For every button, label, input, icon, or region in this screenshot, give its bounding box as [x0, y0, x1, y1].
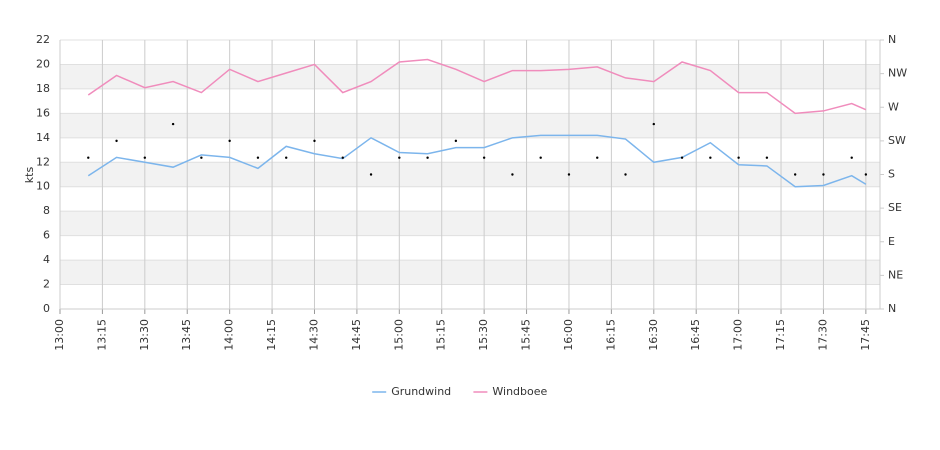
direction-point — [200, 156, 203, 159]
x-tick-label: 16:15 — [604, 319, 617, 351]
y-tick-label: 6 — [43, 229, 50, 242]
x-tick-label: 17:30 — [816, 319, 829, 351]
y2-tick-label: NE — [888, 268, 903, 281]
y-tick-label: 0 — [43, 302, 50, 315]
y-tick-label: 8 — [43, 204, 50, 217]
direction-point — [256, 156, 260, 159]
direction-point — [765, 156, 769, 159]
y2-tick-label: N — [888, 302, 896, 315]
direction-point — [737, 156, 740, 159]
x-tick-label: 13:00 — [53, 319, 66, 351]
y-tick-label: 22 — [36, 33, 50, 46]
direction-point — [285, 156, 288, 159]
y2-tick-label: SE — [888, 201, 902, 214]
y2-tick-label: NW — [888, 67, 907, 80]
legend-label: Windboee — [492, 385, 547, 398]
y-tick-label: 14 — [36, 131, 50, 144]
direction-point — [567, 173, 571, 176]
direction-point — [793, 173, 797, 176]
x-tick-label: 15:30 — [477, 319, 490, 351]
x-tick-label: 14:15 — [265, 319, 278, 351]
x-tick-label: 16:00 — [562, 319, 575, 351]
x-tick-label: 16:45 — [689, 319, 702, 351]
direction-point — [596, 156, 599, 159]
direction-point — [624, 173, 627, 176]
x-tick-label: 17:45 — [859, 319, 872, 351]
direction-point — [454, 139, 458, 143]
direction-point — [87, 156, 90, 159]
y2-tick-label: N — [888, 33, 896, 46]
direction-point — [539, 156, 542, 159]
direction-point — [864, 173, 868, 176]
plot-bands — [60, 64, 880, 285]
direction-point — [709, 156, 712, 159]
plot-band — [60, 211, 880, 236]
y-tick-label: 2 — [43, 278, 50, 291]
y2-tick-label: E — [888, 235, 895, 248]
direction-point — [228, 139, 231, 143]
direction-point — [426, 156, 429, 159]
x-tick-label: 14:30 — [307, 319, 320, 351]
series-line — [87, 134, 867, 188]
plot-band — [60, 64, 880, 89]
plot-band — [60, 113, 880, 138]
direction-point — [143, 156, 147, 159]
plot-band — [60, 260, 880, 285]
x-tick-label: 13:15 — [95, 319, 108, 351]
direction-point — [482, 156, 486, 159]
x-tick-label: 13:30 — [138, 319, 151, 351]
x-tick-label: 13:45 — [180, 319, 193, 351]
direction-point — [398, 156, 401, 159]
x-tick-label: 15:45 — [520, 319, 533, 351]
y-axis-label: kts — [23, 167, 36, 184]
y2-tick-label: S — [888, 168, 895, 181]
x-tick-label: 14:45 — [350, 319, 363, 351]
y-tick-label: 12 — [36, 155, 50, 168]
y-tick-label: 4 — [43, 253, 50, 266]
y-tick-label: 16 — [36, 106, 50, 119]
series-line — [87, 58, 867, 115]
x-tick-label: 15:15 — [435, 319, 448, 351]
direction-point — [115, 139, 118, 143]
x-tick-label: 15:00 — [392, 319, 405, 351]
y2-tick-label: SW — [888, 134, 906, 147]
direction-point — [680, 156, 684, 159]
direction-point — [369, 173, 373, 176]
plot-band — [60, 162, 880, 187]
legend-label: Grundwind — [391, 385, 451, 398]
x-tick-label: 17:00 — [732, 319, 745, 351]
x-tick-label: 17:15 — [774, 319, 787, 351]
x-tick-label: 16:30 — [647, 319, 660, 351]
y-tick-label: 20 — [36, 57, 50, 70]
direction-point — [341, 156, 344, 159]
direction-point — [822, 173, 825, 176]
y-tick-label: 10 — [36, 180, 50, 193]
y2-tick-label: W — [888, 100, 899, 113]
direction-point — [313, 139, 316, 143]
direction-point — [511, 173, 514, 176]
direction-point — [652, 122, 655, 126]
direction-point — [850, 156, 853, 159]
direction-point — [171, 122, 175, 126]
x-tick-label: 14:00 — [223, 319, 236, 351]
y-tick-label: 18 — [36, 82, 50, 95]
